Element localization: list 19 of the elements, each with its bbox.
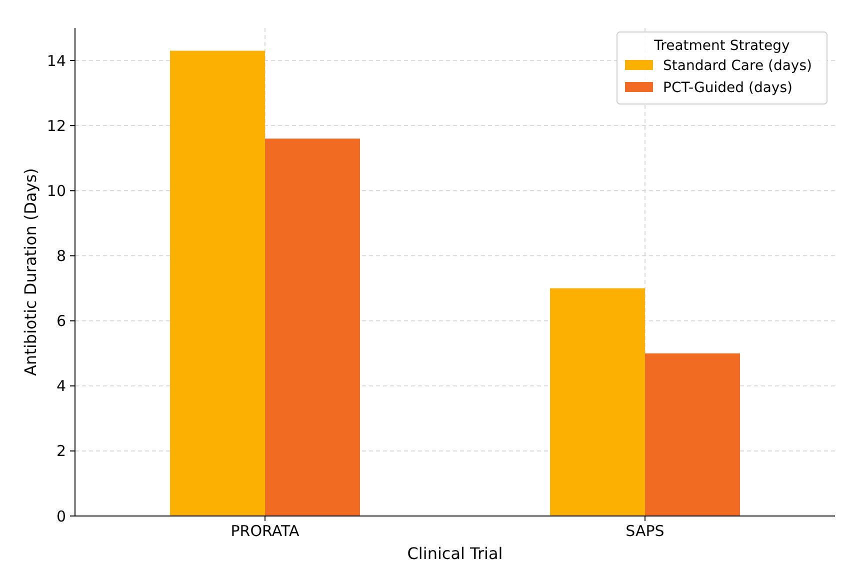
- bar: [550, 288, 645, 516]
- bar: [265, 138, 360, 516]
- y-tick-label: 12: [46, 116, 66, 135]
- y-tick-label: 0: [56, 507, 66, 526]
- x-axis-title: Clinical Trial: [407, 544, 503, 563]
- legend-label: PCT-Guided (days): [663, 80, 792, 96]
- x-tick-label: SAPS: [626, 522, 664, 540]
- bar: [645, 353, 740, 516]
- legend-title: Treatment Strategy: [653, 38, 790, 54]
- y-tick-label: 2: [56, 442, 66, 460]
- y-tick-label: 10: [46, 182, 66, 200]
- y-tick-label: 6: [56, 312, 66, 330]
- legend-label: Standard Care (days): [663, 58, 812, 74]
- bar: [170, 50, 265, 516]
- y-tick-label: 8: [56, 246, 66, 265]
- y-axis-title: Antibiotic Duration (Days): [21, 168, 40, 376]
- x-tick-label: PRORATA: [230, 522, 300, 540]
- y-tick-label: 4: [56, 377, 66, 396]
- y-tick-label: 14: [46, 52, 66, 70]
